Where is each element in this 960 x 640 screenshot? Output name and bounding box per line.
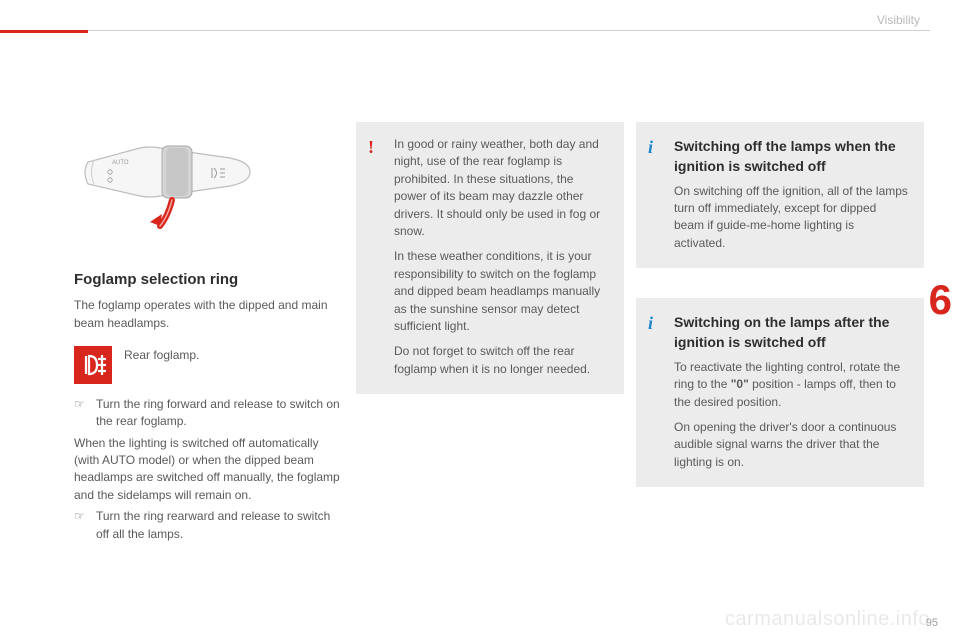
info-icon: i: [648, 134, 653, 160]
warning-icon: !: [368, 134, 374, 160]
header-red-bar: [0, 30, 88, 33]
rear-foglamp-icon: [74, 346, 112, 384]
mid-paragraph: When the lighting is switched off automa…: [74, 435, 344, 505]
info-icon: i: [648, 310, 653, 336]
header-gray-rule: [88, 30, 930, 31]
right-column: i Switching off the lamps when the ignit…: [636, 122, 924, 509]
warning-p3: Do not forget to switch off the rear fog…: [394, 343, 608, 378]
info-callout-off: i Switching off the lamps when the ignit…: [636, 122, 924, 268]
info-callout-on: i Switching on the lamps after the ignit…: [636, 298, 924, 487]
left-column: AUTO Foglamp selection ring The foglamp …: [74, 122, 344, 547]
info2-p2: On opening the driver's door a continuou…: [674, 419, 908, 471]
watermark: carmanualsonline.info: [725, 605, 930, 634]
info1-body: On switching off the ignition, all of th…: [674, 183, 908, 253]
warning-callout: ! In good or rainy weather, both day and…: [356, 122, 624, 394]
bullet-1: ☞ Turn the ring forward and release to s…: [74, 396, 344, 431]
section-label: Visibility: [877, 12, 920, 29]
rear-foglamp-label: Rear foglamp.: [124, 346, 199, 364]
foglamp-intro: The foglamp operates with the dipped and…: [74, 297, 344, 332]
info2-p1: To reactivate the lighting control, rota…: [674, 359, 908, 411]
rear-foglamp-row: Rear foglamp.: [74, 346, 344, 384]
warning-p1: In good or rainy weather, both day and n…: [394, 136, 608, 240]
warning-p2: In these weather conditions, it is your …: [394, 248, 608, 335]
stalk-illustration: AUTO: [80, 122, 290, 242]
bullet-1-text: Turn the ring forward and release to swi…: [96, 396, 344, 431]
info1-title: Switching off the lamps when the ignitio…: [674, 136, 908, 177]
page-number: 95: [926, 616, 938, 632]
info2-zero: "0": [731, 377, 749, 391]
chapter-number: 6: [929, 270, 952, 331]
bullet-2: ☞ Turn the ring rearward and release to …: [74, 508, 344, 543]
middle-column: ! In good or rainy weather, both day and…: [356, 122, 624, 416]
foglamp-heading: Foglamp selection ring: [74, 269, 344, 291]
bullet-2-text: Turn the ring rearward and release to sw…: [96, 508, 344, 543]
pointer-icon: ☞: [74, 508, 96, 543]
pointer-icon: ☞: [74, 396, 96, 431]
info2-title: Switching on the lamps after the ignitio…: [674, 312, 908, 353]
svg-text:AUTO: AUTO: [112, 160, 129, 166]
